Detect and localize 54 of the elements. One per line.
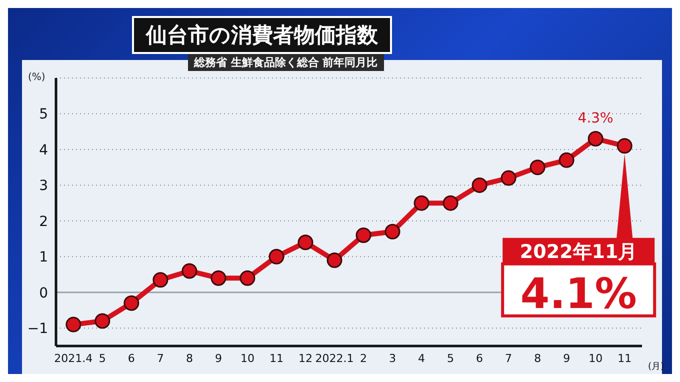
point	[240, 270, 256, 286]
x-tick-label: 10	[240, 352, 254, 365]
x-tick-label: 7	[505, 352, 512, 365]
point	[124, 295, 140, 311]
x-tick-label: 12	[298, 352, 312, 365]
y-axis-title: (%)	[28, 72, 46, 83]
x-tick-label: 8	[186, 352, 193, 365]
point	[442, 195, 458, 211]
y-tick-label: 4	[39, 142, 48, 158]
x-tick-label: 6	[476, 352, 484, 365]
point	[588, 130, 604, 146]
point	[384, 224, 400, 240]
annotation: 2022年11月	[520, 240, 638, 263]
point	[94, 313, 110, 329]
point	[66, 316, 82, 332]
y-tick-label: 0	[39, 285, 48, 302]
chart-subtitle: 総務省 生鮮食品除く総合 前年同月比	[188, 54, 384, 71]
point	[558, 152, 574, 168]
point	[414, 195, 430, 211]
x-tick-label: 9	[214, 352, 222, 365]
y-tick-label: 3	[39, 178, 48, 194]
point	[530, 160, 546, 176]
chart-title: 仙台市の消費者物価指数	[132, 16, 392, 54]
x-tick-label: 11	[618, 352, 632, 365]
y-tick-label: 2	[39, 214, 48, 230]
x-tick-label: 9	[563, 352, 570, 365]
x-axis-title: (月)	[648, 361, 664, 373]
y-tick-label: −1	[27, 321, 48, 338]
point	[616, 138, 632, 154]
x-tick-label: 2022.1	[315, 352, 354, 365]
point	[500, 170, 516, 186]
x-tick-label: 2021.4	[54, 352, 93, 365]
x-tick-label: 8	[534, 352, 542, 365]
x-tick-label: 10	[588, 352, 603, 365]
annotation: 4.3%	[578, 110, 614, 127]
point	[268, 248, 284, 264]
annotation: 4.1%	[520, 268, 637, 318]
x-tick-label: 3	[389, 352, 396, 365]
point	[326, 252, 342, 268]
point	[356, 227, 372, 243]
x-tick-label: 4	[418, 352, 426, 365]
y-tick-label: 1	[39, 250, 48, 266]
x-tick-label: 5	[98, 352, 106, 365]
point	[298, 234, 314, 250]
x-tick-label: 7	[156, 352, 164, 365]
point	[472, 177, 488, 193]
x-tick-label: 2	[360, 352, 368, 365]
point	[210, 270, 226, 286]
x-tick-label: 6	[128, 352, 135, 365]
x-tick-label: 5	[447, 352, 454, 365]
x-tick-label: 11	[269, 352, 284, 365]
point	[182, 263, 198, 279]
point	[152, 272, 168, 288]
y-tick-label: 5	[39, 106, 48, 123]
